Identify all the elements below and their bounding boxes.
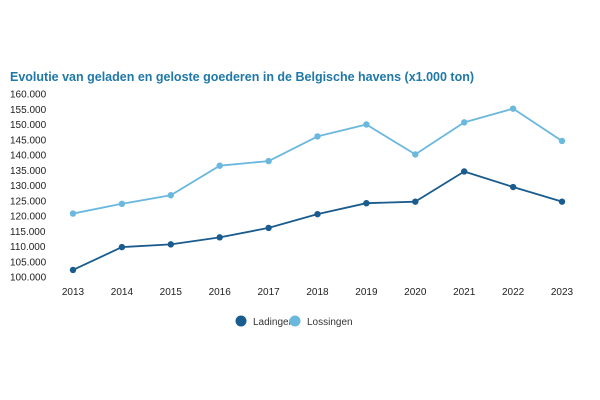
x-tick-label: 2017	[257, 287, 280, 298]
data-point-ladingen	[363, 199, 370, 207]
y-tick-label: 130.000	[10, 181, 47, 192]
data-point-ladingen	[509, 183, 517, 191]
data-point-ladingen	[314, 210, 321, 218]
y-tick-label: 105.000	[10, 257, 47, 268]
x-tick-label: 2013	[62, 287, 85, 298]
data-point-lossingen	[461, 119, 468, 126]
legend-label-lossingen: Lossingen	[307, 317, 353, 328]
x-tick-label: 2021	[453, 287, 476, 298]
series-points	[69, 105, 566, 274]
x-tick-label: 2020	[404, 287, 427, 298]
y-tick-label: 155.000	[10, 105, 47, 116]
data-point-lossingen	[558, 137, 566, 145]
data-point-lossingen	[118, 200, 126, 207]
y-tick-label: 115.000	[10, 227, 46, 238]
data-point-ladingen	[167, 241, 174, 248]
data-point-lossingen	[265, 157, 272, 165]
y-tick-label: 100.000	[10, 273, 47, 284]
data-point-ladingen	[265, 224, 272, 232]
data-point-lossingen	[167, 192, 174, 199]
x-tick-label: 2023	[551, 287, 574, 298]
y-tick-label: 160.000	[10, 90, 47, 101]
data-point-lossingen	[69, 210, 77, 217]
y-axis: 100.000 105.000 110.000 115.000 120.000 125.0…	[10, 90, 47, 284]
legend-marker-ladingen	[235, 315, 247, 327]
series-line-ladingen	[72, 170, 563, 271]
data-point-lossingen	[314, 133, 321, 140]
x-tick-label: 2022	[502, 287, 525, 298]
y-tick-label: 145.000	[10, 135, 47, 146]
x-tick-label: 2016	[209, 287, 232, 298]
series-lines	[72, 107, 563, 271]
x-tick-label: 2019	[355, 287, 378, 298]
chart-title: Evolutie van geladen en geloste goederen…	[10, 70, 475, 84]
y-tick-label: 110.000	[10, 242, 46, 253]
data-point-ladingen	[216, 234, 223, 241]
series-line-lossingen	[72, 107, 563, 215]
data-point-lossingen	[412, 151, 419, 158]
data-point-ladingen	[118, 243, 126, 251]
y-tick-label: 140.000	[10, 151, 47, 162]
data-point-ladingen	[461, 168, 468, 175]
x-axis: 2013 2014 2015 2016 2017 2018 2019 2020 2021 2022…	[62, 287, 574, 298]
x-tick-label: 2015	[160, 287, 183, 298]
legend-label-ladingen: Ladingen	[253, 317, 294, 328]
data-point-ladingen	[558, 198, 566, 205]
data-point-ladingen	[69, 266, 77, 274]
data-point-lossingen	[509, 105, 517, 112]
x-tick-label: 2018	[306, 287, 329, 298]
y-tick-label: 135.000	[10, 166, 47, 177]
legend-marker-lossingen	[289, 315, 301, 327]
data-point-ladingen	[412, 198, 419, 205]
legend: Ladingen Lossingen	[235, 315, 353, 328]
data-point-lossingen	[216, 162, 223, 169]
data-point-lossingen	[363, 121, 370, 128]
y-tick-label: 125.000	[10, 196, 47, 207]
y-tick-label: 120.000	[10, 212, 47, 223]
y-tick-label: 150.000	[10, 120, 47, 131]
x-tick-label: 2014	[111, 287, 134, 298]
